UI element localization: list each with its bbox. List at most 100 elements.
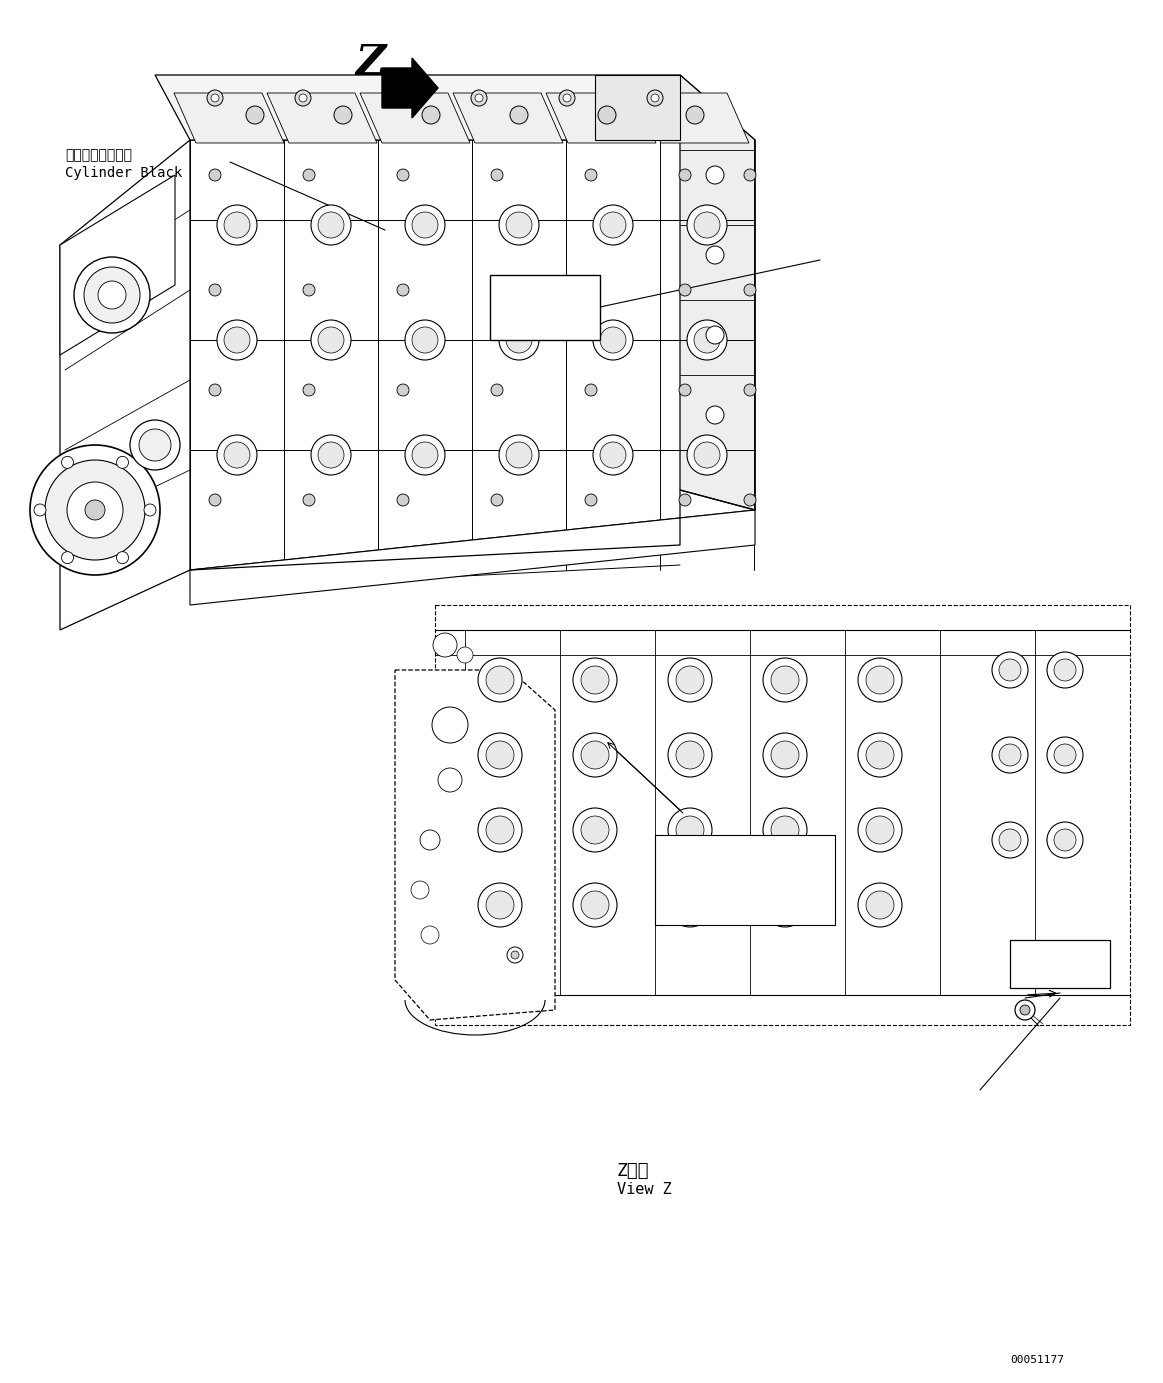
- Polygon shape: [381, 58, 438, 118]
- Polygon shape: [361, 93, 470, 142]
- Circle shape: [217, 205, 257, 245]
- Polygon shape: [190, 140, 755, 570]
- Circle shape: [438, 768, 462, 792]
- Circle shape: [771, 891, 799, 918]
- Polygon shape: [60, 140, 190, 631]
- Circle shape: [679, 384, 691, 396]
- Circle shape: [744, 494, 756, 506]
- Circle shape: [30, 445, 160, 575]
- Circle shape: [706, 246, 725, 264]
- Circle shape: [694, 326, 720, 353]
- Circle shape: [116, 456, 128, 469]
- Circle shape: [397, 494, 409, 506]
- Circle shape: [999, 660, 1021, 680]
- Circle shape: [866, 741, 894, 769]
- Circle shape: [431, 707, 468, 743]
- Circle shape: [491, 169, 504, 181]
- Circle shape: [647, 90, 663, 106]
- Circle shape: [763, 808, 807, 852]
- Circle shape: [422, 106, 440, 124]
- Circle shape: [582, 667, 609, 694]
- Circle shape: [478, 882, 522, 927]
- Circle shape: [744, 169, 756, 181]
- Circle shape: [676, 741, 704, 769]
- Text: Cylinder Black: Cylinder Black: [65, 166, 183, 180]
- Circle shape: [412, 443, 438, 467]
- Circle shape: [247, 106, 264, 124]
- Circle shape: [573, 808, 618, 852]
- Circle shape: [506, 326, 531, 353]
- Circle shape: [499, 319, 538, 360]
- Circle shape: [687, 319, 727, 360]
- Circle shape: [506, 443, 531, 467]
- Circle shape: [317, 443, 344, 467]
- Circle shape: [573, 733, 618, 777]
- Circle shape: [999, 744, 1021, 766]
- Circle shape: [1054, 744, 1076, 766]
- Circle shape: [34, 503, 47, 516]
- Circle shape: [763, 658, 807, 703]
- Polygon shape: [435, 604, 1130, 1025]
- Circle shape: [744, 284, 756, 296]
- Circle shape: [771, 667, 799, 694]
- Circle shape: [397, 284, 409, 296]
- Text: 00051177: 00051177: [1009, 1355, 1064, 1365]
- Circle shape: [317, 326, 344, 353]
- Circle shape: [45, 461, 145, 560]
- Circle shape: [98, 281, 126, 308]
- Circle shape: [559, 90, 575, 106]
- Circle shape: [334, 106, 352, 124]
- Circle shape: [499, 436, 538, 474]
- Circle shape: [866, 667, 894, 694]
- Polygon shape: [174, 93, 284, 142]
- Circle shape: [74, 257, 150, 333]
- Circle shape: [140, 429, 171, 461]
- Circle shape: [217, 436, 257, 474]
- Circle shape: [491, 384, 504, 396]
- Circle shape: [651, 94, 659, 102]
- Polygon shape: [454, 93, 563, 142]
- Circle shape: [676, 667, 704, 694]
- Circle shape: [763, 733, 807, 777]
- Circle shape: [224, 443, 250, 467]
- Circle shape: [585, 284, 597, 296]
- Circle shape: [585, 494, 597, 506]
- Circle shape: [694, 443, 720, 467]
- Circle shape: [694, 212, 720, 238]
- Circle shape: [866, 891, 894, 918]
- Circle shape: [679, 494, 691, 506]
- Circle shape: [405, 205, 445, 245]
- Circle shape: [600, 212, 626, 238]
- Polygon shape: [395, 669, 555, 1021]
- Circle shape: [706, 166, 725, 184]
- Circle shape: [383, 90, 399, 106]
- Circle shape: [299, 94, 307, 102]
- Circle shape: [387, 94, 395, 102]
- Circle shape: [211, 94, 219, 102]
- Circle shape: [1047, 822, 1083, 857]
- Polygon shape: [680, 75, 755, 510]
- Circle shape: [499, 205, 538, 245]
- Circle shape: [67, 483, 123, 538]
- Circle shape: [593, 436, 633, 474]
- Text: Z: Z: [355, 41, 385, 84]
- Polygon shape: [1009, 940, 1110, 987]
- Polygon shape: [267, 93, 377, 142]
- Circle shape: [858, 808, 902, 852]
- Circle shape: [686, 106, 704, 124]
- Polygon shape: [190, 510, 755, 604]
- Circle shape: [668, 658, 712, 703]
- Circle shape: [304, 284, 315, 296]
- Circle shape: [858, 882, 902, 927]
- Polygon shape: [638, 93, 749, 142]
- Circle shape: [397, 169, 409, 181]
- Circle shape: [598, 106, 616, 124]
- Circle shape: [85, 501, 105, 520]
- Circle shape: [405, 319, 445, 360]
- Text: View Z: View Z: [618, 1182, 672, 1198]
- Circle shape: [1020, 1005, 1030, 1015]
- Circle shape: [706, 407, 725, 425]
- Circle shape: [1047, 737, 1083, 773]
- Circle shape: [130, 420, 180, 470]
- Circle shape: [397, 384, 409, 396]
